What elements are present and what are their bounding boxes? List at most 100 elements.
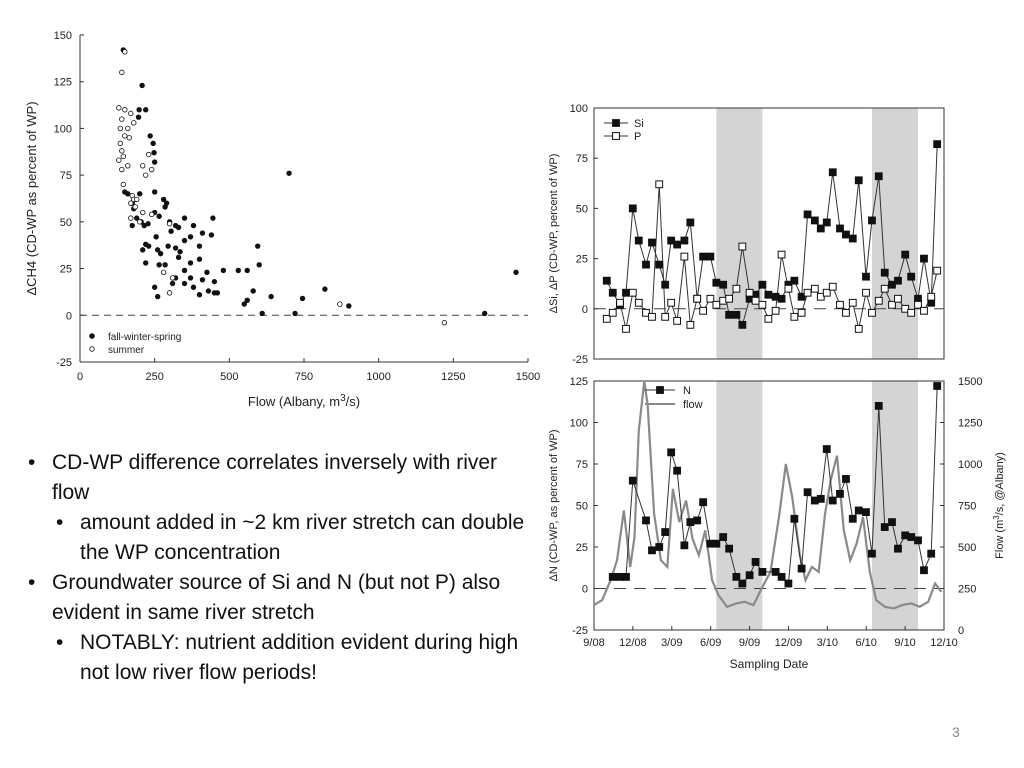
- point-n: [874, 402, 883, 410]
- point-fall-winter-spring: [151, 159, 158, 165]
- point-summer: [128, 200, 134, 206]
- x-tick-label: 6/09: [700, 637, 721, 649]
- point-si: [732, 310, 741, 319]
- point-summer: [122, 107, 128, 113]
- point-si: [712, 278, 721, 287]
- point-summer: [128, 110, 134, 117]
- point-si: [880, 268, 889, 277]
- point-n: [661, 528, 670, 536]
- point-summer: [441, 320, 448, 326]
- point-fall-winter-spring: [286, 170, 292, 176]
- point-summer: [122, 49, 128, 55]
- point-summer: [145, 151, 152, 158]
- point-summer: [166, 290, 173, 296]
- point-fall-winter-spring: [190, 284, 197, 290]
- point-p: [712, 300, 721, 309]
- point-p: [628, 288, 637, 297]
- y-right-tick-label: 0: [958, 625, 964, 637]
- point-si: [738, 320, 747, 329]
- point-fall-winter-spring: [165, 243, 171, 249]
- point-n: [784, 579, 793, 588]
- shaded-period: [871, 108, 918, 359]
- x-tick-label: 3/09: [661, 637, 682, 649]
- point-fall-winter-spring: [187, 234, 194, 240]
- point-fall-winter-spring: [181, 267, 188, 274]
- point-summer: [166, 221, 173, 227]
- legend-label: P: [634, 131, 641, 143]
- x-tick-label: 0: [77, 371, 83, 383]
- point-fall-winter-spring: [199, 277, 206, 283]
- point-fall-winter-spring: [157, 250, 164, 257]
- point-fall-winter-spring: [244, 267, 250, 274]
- n-flow-chart: -25025507510012502505007501000125015009/…: [548, 376, 1006, 671]
- point-p: [874, 296, 883, 305]
- x-label-main: Flow (Albany, m: [248, 394, 340, 409]
- bullet-item-2: • amount added in ~2 km river stretch can…: [28, 508, 528, 568]
- point-si: [680, 236, 689, 245]
- point-n: [725, 544, 734, 553]
- point-summer: [120, 181, 127, 188]
- point-fall-winter-spring: [160, 196, 167, 203]
- y-right-label-end: /s, @Albany): [994, 452, 1006, 515]
- point-p: [771, 306, 780, 315]
- point-p: [693, 294, 702, 303]
- point-si: [661, 280, 670, 289]
- point-fall-winter-spring: [150, 140, 156, 147]
- point-p: [914, 300, 922, 309]
- point-p: [854, 324, 863, 333]
- point-summer: [116, 105, 122, 111]
- y-right-label-sup: 3: [992, 515, 1001, 520]
- point-n: [732, 572, 741, 581]
- legend-marker-filled: [89, 333, 95, 339]
- y-tick-label: 75: [576, 459, 588, 471]
- point-fall-winter-spring: [143, 260, 149, 266]
- point-n: [608, 572, 617, 581]
- point-p: [699, 306, 708, 315]
- point-summer: [128, 215, 134, 221]
- point-p: [622, 324, 630, 333]
- point-p: [927, 292, 936, 301]
- x-tick-label: 9/08: [583, 637, 604, 649]
- bullet-text: Groundwater source of Si and N (but not …: [52, 571, 501, 624]
- point-n: [622, 572, 630, 581]
- point-p: [803, 288, 812, 297]
- point-si: [862, 272, 870, 281]
- point-n: [920, 566, 928, 575]
- point-si: [764, 290, 773, 299]
- legend-marker-si: [612, 119, 620, 127]
- x-tick-label: 1000: [366, 371, 390, 383]
- point-fall-winter-spring: [172, 245, 179, 251]
- point-n: [836, 489, 844, 498]
- point-summer: [119, 148, 125, 154]
- bullet-glyph: •: [56, 511, 64, 534]
- point-fall-winter-spring: [205, 288, 212, 294]
- point-n: [738, 579, 747, 588]
- y-tick-label: 50: [60, 217, 72, 229]
- point-n: [868, 549, 876, 558]
- y-tick-label: -25: [572, 354, 588, 366]
- point-si: [797, 292, 806, 301]
- point-fall-winter-spring: [292, 310, 298, 317]
- point-si: [816, 224, 825, 233]
- point-fall-winter-spring: [196, 292, 203, 298]
- point-summer: [125, 163, 131, 169]
- point-summer: [132, 204, 138, 210]
- point-si: [648, 238, 656, 247]
- point-fall-winter-spring: [177, 249, 183, 255]
- point-fall-winter-spring: [268, 293, 274, 300]
- point-fall-winter-spring: [156, 262, 162, 268]
- point-fall-winter-spring: [187, 275, 194, 281]
- point-p: [790, 312, 799, 321]
- y-tick-label: 125: [570, 376, 588, 388]
- y-tick-label: -25: [572, 625, 588, 637]
- point-p: [784, 284, 793, 293]
- point-n: [862, 508, 870, 517]
- point-n: [848, 514, 857, 523]
- point-n: [628, 476, 637, 485]
- point-si: [642, 260, 650, 269]
- point-summer: [169, 275, 176, 281]
- point-p: [680, 252, 689, 261]
- y-right-axis-label: Flow (m3/s, @Albany): [992, 452, 1006, 559]
